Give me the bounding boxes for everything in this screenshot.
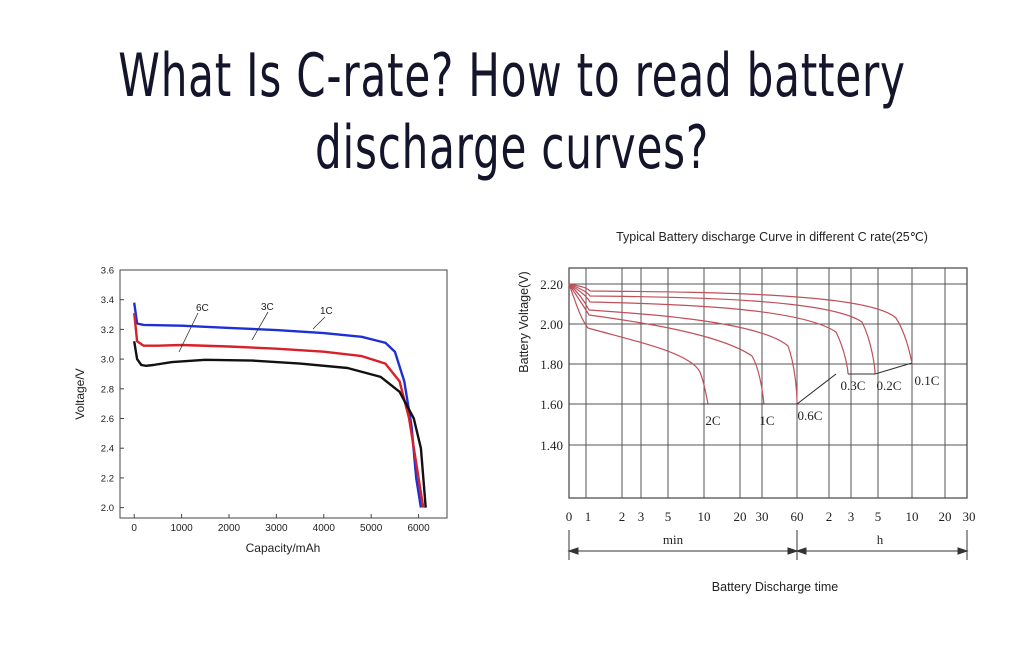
left-y-tick-label: 2.4 bbox=[101, 444, 114, 455]
left-y-tick-label: 2.6 bbox=[101, 414, 114, 425]
page-title: What Is C-rate? How to read battery disc… bbox=[113, 40, 912, 184]
annotation-6c-pointer bbox=[178, 312, 199, 353]
right-x-tick-label: 10 bbox=[698, 509, 711, 524]
curve-label-06C: 0.6C bbox=[798, 408, 823, 423]
right-y-axis-label: Battery Voltage(V) bbox=[517, 271, 531, 372]
right-x-tick-label: 30 bbox=[963, 509, 976, 524]
curve-label-02C: 0.2C bbox=[877, 378, 902, 393]
unit-brackets bbox=[567, 530, 969, 560]
left-y-tick-label: 2.0 bbox=[101, 503, 114, 514]
right-x-tick-label: 0 bbox=[566, 509, 573, 524]
left-plot-frame bbox=[119, 269, 448, 519]
right-chart: Typical Battery discharge Curve in diffe… bbox=[517, 230, 976, 594]
left-x-axis-label: Capacity/mAh bbox=[246, 541, 321, 555]
right-x-tick-label: 10 bbox=[906, 509, 919, 524]
annotation-3c-pointer bbox=[251, 311, 269, 341]
curve-01C-line bbox=[568, 283, 913, 364]
right-curve-labels: 2C 1C 0.6C 0.3C 0.2C 0.1C bbox=[705, 373, 939, 428]
curve-label-1C: 1C bbox=[759, 413, 774, 428]
left-y-ticks: 2.0 2.2 2.4 2.6 2.8 3.0 3.2 3.4 3.6 bbox=[101, 266, 124, 514]
right-x-axis-label: Battery Discharge time bbox=[712, 580, 838, 594]
title-line-1: What Is C-rate? How to read battery bbox=[118, 41, 906, 111]
left-x-tick-label: 3000 bbox=[265, 523, 288, 534]
left-x-ticks: 0 1000 2000 3000 4000 5000 6000 bbox=[131, 514, 430, 534]
unit-min: min bbox=[663, 532, 684, 547]
left-chart: 2.0 2.2 2.4 2.6 2.8 3.0 3.2 3.4 3.6 0 1000 2000 300… bbox=[73, 266, 448, 555]
left-x-tick-label: 5000 bbox=[360, 523, 383, 534]
left-y-axis-label: Voltage/V bbox=[73, 368, 87, 419]
right-y-tick-label: 1.60 bbox=[540, 397, 563, 412]
right-x-tick-label: 5 bbox=[875, 509, 882, 524]
cutoff-line bbox=[700, 373, 837, 405]
cutoff-line-2 bbox=[848, 362, 913, 375]
series-1c-line bbox=[133, 302, 423, 508]
left-x-tick-label: 2000 bbox=[218, 523, 241, 534]
right-x-tick-label: 60 bbox=[791, 509, 804, 524]
right-x-tick-label: 30 bbox=[756, 509, 769, 524]
left-y-tick-label: 2.2 bbox=[101, 473, 114, 484]
left-x-tick-label: 1000 bbox=[170, 523, 193, 534]
right-y-tick-label: 2.20 bbox=[540, 277, 563, 292]
left-y-tick-label: 3.0 bbox=[101, 355, 114, 366]
left-y-tick-label: 3.6 bbox=[101, 266, 114, 277]
curve-2C-line bbox=[568, 283, 709, 405]
curve-06C-line bbox=[568, 283, 798, 405]
right-x-tick-label: 3 bbox=[848, 509, 855, 524]
left-x-tick-label: 4000 bbox=[313, 523, 336, 534]
right-x-tick-label: 3 bbox=[638, 509, 645, 524]
right-x-tick-label: 5 bbox=[665, 509, 672, 524]
right-x-tick-label: 20 bbox=[939, 509, 952, 524]
right-chart-title: Typical Battery discharge Curve in diffe… bbox=[616, 230, 928, 244]
right-y-tick-label: 1.80 bbox=[540, 357, 563, 372]
right-x-tick-label: 20 bbox=[734, 509, 747, 524]
curve-label-01C: 0.1C bbox=[915, 373, 940, 388]
unit-hours: h bbox=[877, 532, 884, 547]
right-y-tick-label: 1.40 bbox=[540, 438, 563, 453]
curve-02C-line bbox=[568, 283, 876, 375]
series-3c-line bbox=[133, 312, 425, 508]
curve-03C-line bbox=[568, 283, 849, 375]
curve-1C-line bbox=[568, 283, 765, 405]
annotation-1c-pointer bbox=[312, 316, 326, 330]
left-series bbox=[133, 302, 427, 508]
right-plot-frame bbox=[568, 267, 968, 499]
right-x-tick-label: 2 bbox=[826, 509, 833, 524]
right-y-ticks: 2.20 2.00 1.80 1.60 1.40 bbox=[540, 277, 563, 453]
series-6c-line bbox=[133, 341, 427, 508]
left-y-tick-label: 3.4 bbox=[101, 295, 114, 306]
left-y-tick-label: 2.8 bbox=[101, 384, 114, 395]
curve-label-03C: 0.3C bbox=[841, 378, 866, 393]
annotation-6c: 6C bbox=[196, 303, 209, 314]
right-x-tick-label: 2 bbox=[619, 509, 626, 524]
right-curves bbox=[568, 283, 913, 405]
curve-label-2C: 2C bbox=[705, 413, 720, 428]
right-y-tick-label: 2.00 bbox=[540, 317, 563, 332]
annotation-3c: 3C bbox=[261, 302, 274, 313]
annotation-1c: 1C bbox=[320, 306, 333, 317]
title-line-2: discharge curves? bbox=[314, 113, 710, 183]
right-x-tick-label: 1 bbox=[585, 509, 592, 524]
left-x-tick-label: 6000 bbox=[407, 523, 430, 534]
left-x-tick-label: 0 bbox=[131, 523, 137, 534]
right-grid bbox=[569, 268, 967, 498]
left-y-tick-label: 3.2 bbox=[101, 325, 114, 336]
right-x-ticks: 0 1 2 3 5 10 20 30 60 2 3 5 10 20 30 bbox=[566, 509, 976, 524]
